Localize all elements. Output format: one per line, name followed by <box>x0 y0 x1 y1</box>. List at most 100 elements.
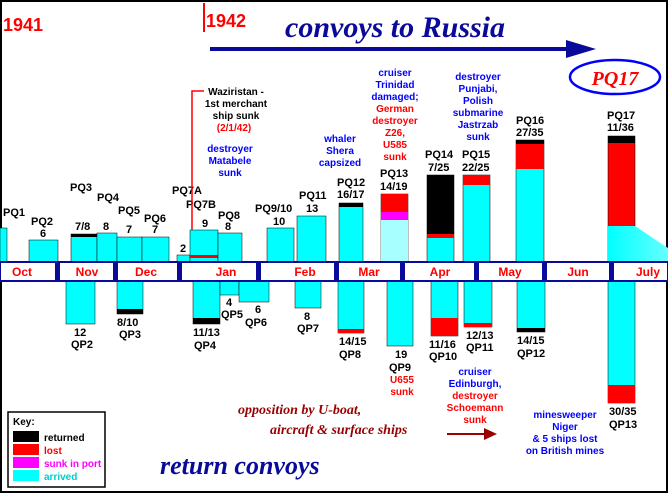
year-1941: 1941 <box>3 15 43 35</box>
convoy-label-pq7b: PQ7B <box>186 199 216 211</box>
month-jan: Jan <box>216 265 237 279</box>
month-mar: Mar <box>358 265 380 279</box>
svg-text:Polish: Polish <box>463 96 493 107</box>
convoy-label-pq2: PQ2 <box>31 216 53 228</box>
forward-arrow <box>210 40 596 58</box>
convoy-count-pq2: 6 <box>40 228 46 240</box>
convoy-bar-pq15 <box>462 174 491 263</box>
return-bar-qp9 <box>386 280 414 347</box>
return-bar-qp7 <box>294 280 322 309</box>
convoy-count-pq6: 7 <box>152 224 158 236</box>
return-label-qp3: QP3 <box>119 329 141 341</box>
svg-text:destroyer: destroyer <box>207 144 253 155</box>
return-count-qp11: 12/13 <box>466 330 494 342</box>
return-label-qp4: QP4 <box>194 340 217 352</box>
convoy-label-pq8: PQ8 <box>218 210 240 222</box>
svg-text:Schoemann: Schoemann <box>447 403 504 414</box>
convoy-label-pq5: PQ5 <box>118 205 140 217</box>
convoy-count-pq13: 14/19 <box>380 181 408 193</box>
convoy-count-pq11: 13 <box>306 203 318 215</box>
annotation-waziristan: Waziristan - 1st merchant ship sunk (2/1… <box>191 87 268 230</box>
svg-text:U655: U655 <box>390 375 414 386</box>
return-label-qp10: QP10 <box>429 351 457 363</box>
svg-text:whaler: whaler <box>323 134 356 145</box>
convoy-bar-pq4 <box>96 232 118 263</box>
svg-text:Matabele: Matabele <box>209 156 252 167</box>
return-count-qp5: 4 <box>226 297 233 309</box>
return-count-qp2: 12 <box>74 327 86 339</box>
svg-text:damaged;: damaged; <box>371 92 418 103</box>
convoy-bar-pq13 <box>380 193 409 263</box>
svg-text:Z26,: Z26, <box>385 128 405 139</box>
annotation-u655: U655 sunk <box>390 375 414 398</box>
svg-text:sunk: sunk <box>466 132 490 143</box>
convoy-label-pq4: PQ4 <box>97 192 120 204</box>
svg-text:opposition by U-boat,: opposition by U-boat, <box>238 403 361 418</box>
return-bar-qp10 <box>430 280 459 337</box>
svg-text:Niger: Niger <box>552 422 578 433</box>
return-label-qp2: QP2 <box>71 339 93 351</box>
return-label-qp11: QP11 <box>466 342 494 354</box>
svg-text:lost: lost <box>44 446 62 457</box>
svg-text:capsized: capsized <box>319 158 361 169</box>
svg-text:PQ17: PQ17 <box>591 68 640 90</box>
month-nov: Nov <box>76 265 99 279</box>
return-bar-qp12 <box>516 280 546 333</box>
svg-text:Trinidad: Trinidad <box>376 80 415 91</box>
page-title: convoys to Russia <box>285 11 505 44</box>
svg-text:destroyer: destroyer <box>372 116 418 127</box>
svg-text:destroyer: destroyer <box>455 72 501 83</box>
legend-item-lost: lost <box>13 444 62 457</box>
svg-text:destroyer: destroyer <box>452 391 498 402</box>
svg-text:(2/1/42): (2/1/42) <box>217 123 251 134</box>
svg-text:Shera: Shera <box>326 146 354 157</box>
opposition-note: opposition by U-boat, aircraft & surface… <box>238 403 497 440</box>
svg-text:Jastrzab: Jastrzab <box>458 120 499 131</box>
convoy-bar-pq12 <box>338 202 364 263</box>
svg-text:& 5 ships lost: & 5 ships lost <box>532 434 598 445</box>
legend-title: Key: <box>13 417 35 428</box>
return-count-qp3: 8/10 <box>117 317 138 329</box>
month-feb: Feb <box>294 265 315 279</box>
svg-text:German: German <box>376 104 414 115</box>
convoy-bar-pq7b <box>189 229 219 263</box>
convoy-bar-pq11 <box>296 215 327 263</box>
return-bar-qp8 <box>337 280 365 334</box>
convoy-label-pq16: PQ16 <box>516 115 544 127</box>
annotation-edinburgh: cruiser Edinburgh, destroyer Schoemann s… <box>447 367 504 426</box>
return-bar-qp11 <box>463 280 493 328</box>
convoy-count-pq15: 22/25 <box>462 162 490 174</box>
convoy-label-pq9-10: PQ9/10 <box>255 203 292 215</box>
return-count-qp10: 11/16 <box>429 339 456 351</box>
legend-item-sunk-in-port: sunk in port <box>13 457 102 470</box>
year-1942: 1942 <box>206 11 246 31</box>
svg-text:sunk: sunk <box>218 168 242 179</box>
convoy-count-pq14: 7/25 <box>428 162 449 174</box>
svg-text:sunk in port: sunk in port <box>44 459 102 470</box>
convoy-bar-pq5 <box>116 236 143 263</box>
month-dec: Dec <box>135 265 157 279</box>
return-bar-qp5 <box>219 280 240 296</box>
annotation-punjabi: destroyer Punjabi, Polish submarine Jast… <box>453 72 504 143</box>
legend-item-arrived: arrived <box>13 470 77 483</box>
svg-text:submarine: submarine <box>453 108 504 119</box>
convoy-bar-pq9-10 <box>266 227 295 263</box>
return-bar-qp3 <box>116 280 144 315</box>
svg-text:cruiser: cruiser <box>458 367 491 378</box>
annotation-trinidad: cruiser Trinidad damaged; German destroy… <box>371 68 418 163</box>
convoy-bar-pq1 <box>0 227 8 263</box>
convoy-label-pq1: PQ1 <box>3 207 25 219</box>
return-label-qp7: QP7 <box>297 323 319 335</box>
svg-text:sunk: sunk <box>390 387 414 398</box>
month-may: May <box>498 265 522 279</box>
convoy-label-pq15: PQ15 <box>462 149 490 161</box>
svg-text:returned: returned <box>44 433 85 444</box>
convoy-label-pq17: PQ17 <box>607 110 635 122</box>
convoy-label-pq6: PQ6 <box>144 213 166 225</box>
svg-text:1st merchant: 1st merchant <box>205 99 268 110</box>
svg-text:Waziristan -: Waziristan - <box>208 87 264 98</box>
return-bar-qp4 <box>192 280 221 325</box>
convoy-label-pq3: PQ3 <box>70 182 92 194</box>
return-count-qp12: 14/15 <box>517 335 545 347</box>
